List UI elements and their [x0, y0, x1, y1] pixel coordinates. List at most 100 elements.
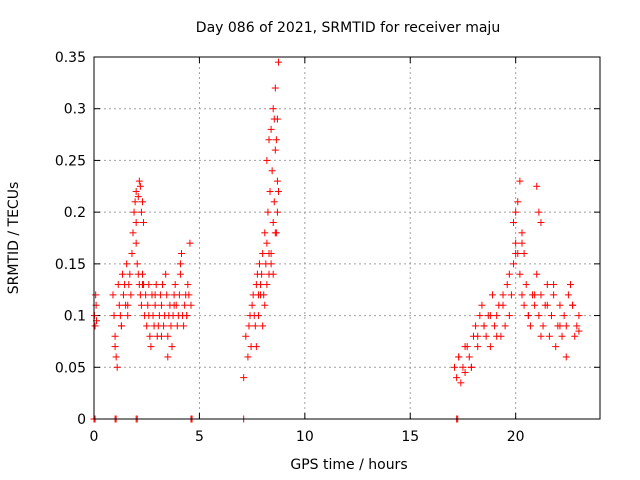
data-point — [117, 322, 125, 330]
data-point — [145, 281, 153, 289]
data-point — [531, 291, 539, 299]
data-point — [113, 363, 121, 371]
data-point — [124, 312, 132, 320]
data-point — [518, 239, 526, 247]
data-point — [118, 270, 126, 278]
data-point — [535, 312, 543, 320]
x-tick-label: 20 — [507, 429, 525, 445]
data-point — [128, 250, 136, 258]
data-point — [267, 260, 275, 268]
data-point — [180, 322, 188, 330]
data-point — [474, 343, 482, 351]
data-point — [510, 260, 518, 268]
data-point — [465, 353, 473, 361]
data-point — [558, 332, 566, 340]
data-point — [240, 374, 248, 382]
data-point — [537, 332, 545, 340]
data-point — [248, 301, 256, 309]
data-point — [145, 312, 153, 320]
data-point — [474, 332, 482, 340]
data-point — [269, 270, 277, 278]
data-point — [539, 322, 547, 330]
y-axis-label: SRMTID / TECUs — [6, 182, 22, 295]
data-point — [112, 353, 120, 361]
data-point — [531, 301, 539, 309]
data-point — [147, 343, 155, 351]
data-point — [183, 312, 191, 320]
data-point — [486, 343, 494, 351]
data-point — [144, 301, 152, 309]
data-point — [254, 312, 262, 320]
data-point — [550, 291, 558, 299]
data-point — [151, 301, 159, 309]
data-point — [187, 301, 195, 309]
y-tick-label: 0 — [77, 412, 86, 428]
data-point — [92, 291, 100, 299]
data-point — [499, 301, 507, 309]
data-point — [556, 301, 564, 309]
plot-frame — [93, 56, 601, 420]
data-point — [518, 229, 526, 237]
data-point — [132, 239, 140, 247]
data-point — [562, 322, 570, 330]
data-point — [533, 270, 541, 278]
data-point — [459, 363, 467, 371]
data-point — [146, 332, 154, 340]
data-point — [167, 322, 175, 330]
data-point — [171, 281, 179, 289]
data-point — [261, 229, 269, 237]
data-point — [271, 84, 279, 92]
data-point — [273, 177, 281, 185]
data-point — [518, 291, 526, 299]
data-point — [550, 281, 558, 289]
data-point — [245, 322, 253, 330]
data-point — [109, 291, 117, 299]
data-point — [507, 291, 515, 299]
y-tick-label: 0.35 — [55, 50, 86, 66]
data-point — [524, 312, 532, 320]
y-tick-label: 0.05 — [55, 360, 86, 376]
data-point — [252, 343, 260, 351]
data-point — [514, 198, 522, 206]
data-point — [510, 218, 518, 226]
data-point — [164, 353, 172, 361]
data-point — [134, 193, 142, 201]
data-point — [493, 332, 501, 340]
data-point — [175, 291, 183, 299]
data-point — [560, 312, 568, 320]
data-point — [535, 208, 543, 216]
data-point — [263, 156, 271, 164]
data-point — [115, 301, 123, 309]
data-point — [501, 322, 509, 330]
data-point — [111, 332, 119, 340]
data-point — [181, 301, 189, 309]
data-point — [273, 115, 281, 123]
data-point — [138, 281, 146, 289]
grid — [94, 57, 600, 419]
data-point — [512, 208, 520, 216]
data-point — [242, 332, 250, 340]
data-point — [522, 281, 530, 289]
data-point — [135, 177, 143, 185]
data-point — [271, 229, 279, 237]
data-point — [176, 270, 184, 278]
data-point — [453, 374, 461, 382]
y-tick-label: 0.2 — [64, 205, 86, 221]
data-point — [143, 322, 151, 330]
data-point — [164, 332, 172, 340]
data-point — [562, 353, 570, 361]
data-point — [91, 322, 99, 330]
data-point — [258, 270, 266, 278]
data-point — [564, 291, 572, 299]
data-point — [126, 270, 134, 278]
data-point — [271, 146, 279, 154]
data-point — [269, 105, 277, 113]
data-point — [132, 187, 140, 195]
data-point — [111, 343, 119, 351]
data-point — [162, 270, 170, 278]
data-point — [163, 291, 171, 299]
data-point — [268, 167, 276, 175]
data-point — [131, 198, 139, 206]
data-point — [548, 312, 556, 320]
